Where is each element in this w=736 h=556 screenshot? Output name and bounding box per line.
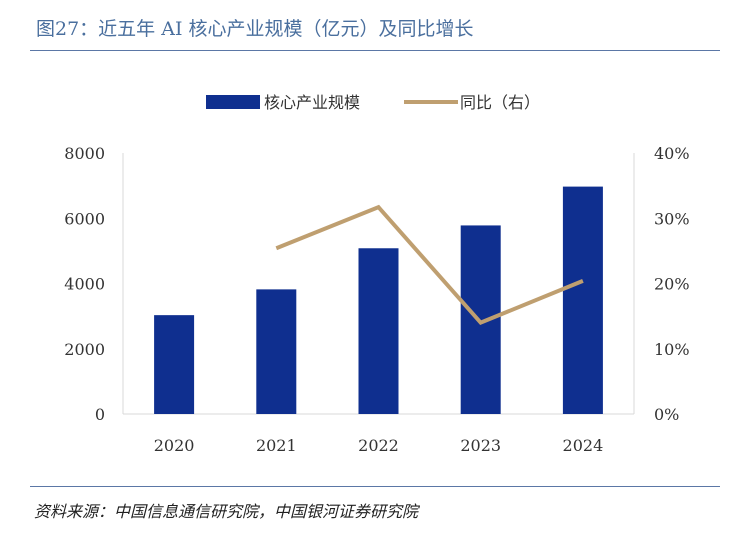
y-left-tick-label: 6000 bbox=[64, 209, 105, 228]
legend-line-label: 同比（右） bbox=[460, 93, 540, 112]
legend-bar-swatch bbox=[206, 95, 260, 109]
y-right-tick-label: 0% bbox=[654, 405, 679, 424]
chart-legend: 核心产业规模 同比（右） bbox=[206, 93, 540, 112]
y-right-tick-label: 40% bbox=[654, 144, 690, 163]
y-right-tick-label: 10% bbox=[654, 340, 690, 359]
bar-2020 bbox=[154, 315, 195, 414]
x-tick-label: 2022 bbox=[358, 436, 399, 455]
tick-labels: 0 2000 4000 6000 8000 0% 10% 20% 30% 40% 2020 2021 2… bbox=[64, 144, 689, 455]
title-rule bbox=[30, 50, 720, 51]
x-tick-label: 2021 bbox=[256, 436, 297, 455]
x-tick-label: 2020 bbox=[154, 436, 195, 455]
yoy-growth-line bbox=[275, 204, 584, 326]
bar-2024 bbox=[562, 186, 603, 414]
x-tick-label: 2023 bbox=[460, 436, 501, 455]
y-right-tick-label: 30% bbox=[654, 209, 690, 228]
legend-bar-label: 核心产业规模 bbox=[264, 93, 360, 112]
x-tick-label: 2024 bbox=[563, 436, 604, 455]
bar-2022 bbox=[358, 248, 399, 414]
line-series bbox=[275, 204, 584, 326]
y-left-tick-label: 4000 bbox=[64, 275, 105, 294]
bar-2021 bbox=[256, 289, 297, 414]
y-right-tick-label: 20% bbox=[654, 275, 690, 294]
y-left-tick-label: 8000 bbox=[64, 144, 105, 163]
figure-title: 图27：近五年 AI 核心产业规模（亿元）及同比增长 bbox=[36, 18, 474, 40]
source-note: 资料来源：中国信息通信研究院，中国银河证券研究院 bbox=[34, 502, 419, 521]
combo-chart: 核心产业规模 同比（右） 0 2000 4000 6000 8000 0% 10% 20% 30… bbox=[64, 93, 689, 455]
y-left-tick-label: 0 bbox=[95, 405, 105, 424]
source-rule bbox=[30, 486, 720, 487]
y-left-tick-label: 2000 bbox=[64, 340, 105, 359]
